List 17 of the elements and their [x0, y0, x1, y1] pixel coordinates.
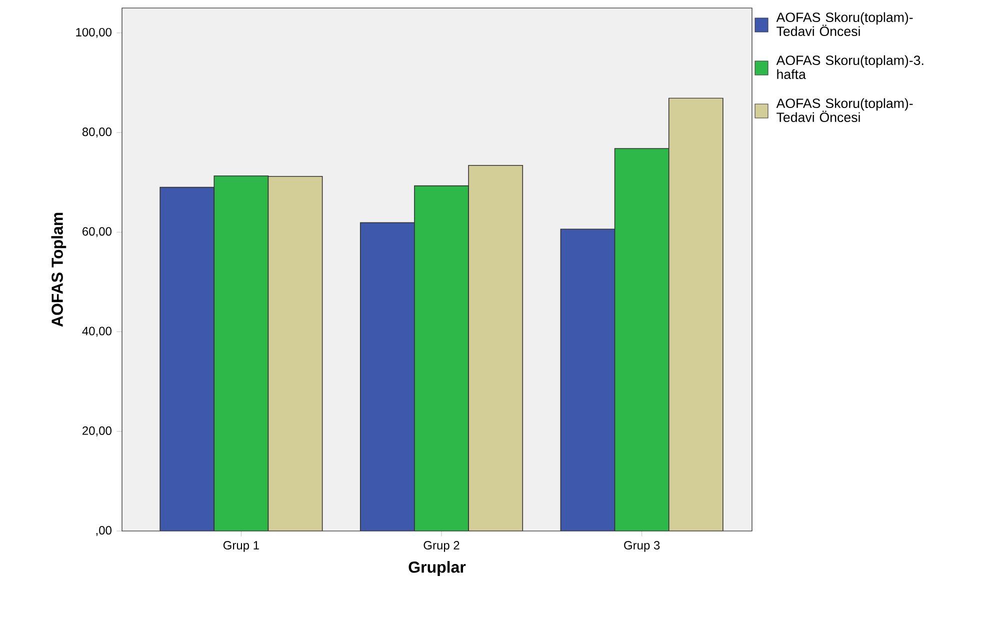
y-tick-label: 40,00	[82, 326, 112, 337]
y-tick-label: 20,00	[82, 426, 112, 436]
legend-label: AOFAS Skoru(toplam)-Tedavi Öncesi	[776, 12, 913, 36]
x-tick-label: Grup 3	[624, 541, 660, 552]
y-tick-label: ,00	[96, 526, 112, 536]
y-tick-label: 60,00	[82, 227, 112, 238]
bar	[614, 148, 670, 531]
legend-label: AOFAS Skoru(toplam)-Tedavi Öncesi	[776, 98, 913, 122]
x-axis-title: Gruplar	[408, 561, 466, 576]
y-tick-label: 100,00	[76, 28, 112, 38]
bar	[214, 175, 269, 531]
legend-label: AOFAS Skoru(toplam)-3. hafta	[776, 55, 924, 80]
x-tick-label: Grup 2	[424, 541, 460, 552]
y-tick-label: 80,00	[82, 128, 112, 138]
bar	[414, 185, 469, 531]
y-axis-title: AOFAS Toplam	[51, 212, 66, 327]
x-tick-label: Grup 1	[223, 541, 259, 552]
